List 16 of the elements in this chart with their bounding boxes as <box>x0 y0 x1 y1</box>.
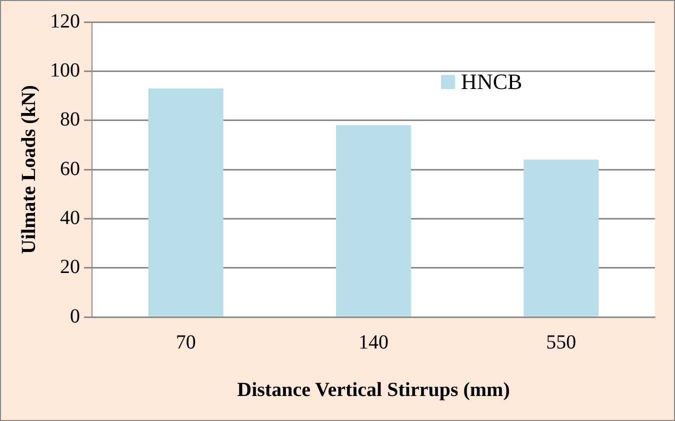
y-tick-label: 80 <box>60 108 80 131</box>
x-tick-label: 140 <box>358 331 388 354</box>
y-tick-label: 60 <box>60 158 80 180</box>
y-tick-label: 100 <box>50 59 80 82</box>
x-axis-title: Distance Vertical Stirrups (mm) <box>237 379 510 402</box>
y-tick-label: 0 <box>70 305 80 328</box>
x-tick-label: 70 <box>176 331 196 354</box>
y-tick-label: 20 <box>60 256 80 278</box>
x-tick-label: 550 <box>546 331 576 354</box>
bar <box>524 160 599 316</box>
y-tick-label: 40 <box>60 206 80 229</box>
bar <box>148 88 224 316</box>
y-axis-title: Uilmate Loads (kN) <box>18 85 40 254</box>
bar <box>336 125 412 316</box>
legend-label: HNCB <box>461 68 522 94</box>
y-tick-label: 120 <box>50 10 80 32</box>
